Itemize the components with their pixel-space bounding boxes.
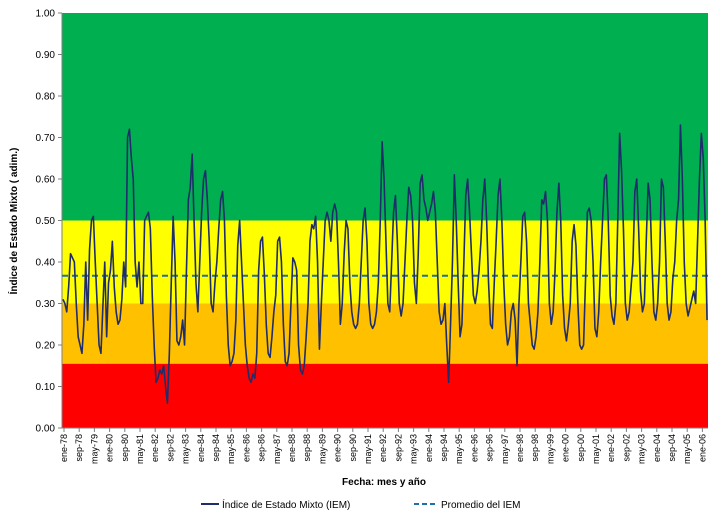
x-tick-label: ene-80	[105, 434, 115, 462]
x-tick-label: may-97	[500, 434, 510, 464]
y-tick-marks	[58, 12, 62, 429]
y-tick-label: 0.50	[36, 216, 56, 227]
y-tick-label: 0.90	[36, 50, 56, 61]
x-tick-label: may-03	[637, 434, 647, 464]
y-tick-labels: 0.00 0.10 0.20 0.30 0.40 0.50 0.60 0.70 0.80 0.90…	[36, 9, 56, 435]
x-tick-label: ene-98	[515, 434, 525, 462]
x-tick-label: ene-82	[150, 434, 160, 462]
x-tick-label: sep-90	[348, 434, 358, 462]
x-tick-label: sep-96	[485, 434, 495, 462]
x-tick-label: ene-92	[378, 434, 388, 462]
x-tick-label: may-85	[226, 434, 236, 464]
x-tick-label: ene-90	[333, 434, 343, 462]
x-tick-label: sep-98	[530, 434, 540, 462]
x-tick-label: may-87	[272, 434, 282, 464]
x-tick-label: sep-00	[576, 434, 586, 462]
y-tick-label: 0.80	[36, 92, 56, 103]
series-iem-line	[62, 124, 708, 404]
y-tick-label: 0.60	[36, 175, 56, 186]
x-tick-label: ene-06	[697, 434, 707, 462]
x-tick-label: sep-86	[257, 434, 267, 462]
x-tick-label: sep-82	[165, 434, 175, 462]
x-tick-label: may-81	[135, 434, 145, 464]
x-tick-label: may-83	[181, 434, 191, 464]
x-tick-label: may-89	[317, 434, 327, 464]
y-tick-label: 1.00	[36, 9, 56, 20]
y-tick-label: 0.00	[36, 424, 56, 435]
x-tick-label: may-99	[545, 434, 555, 464]
x-tick-marks	[63, 428, 703, 432]
band-0	[62, 363, 708, 428]
x-tick-label: sep-92	[393, 434, 403, 462]
x-tick-label: sep-88	[302, 434, 312, 462]
x-tick-label: ene-96	[469, 434, 479, 462]
x-tick-label: may-95	[454, 434, 464, 464]
x-tick-label: ene-88	[287, 434, 297, 462]
x-tick-label: ene-00	[561, 434, 571, 462]
legend: Índice de Estado Mixto (IEM) Promedio de…	[201, 498, 520, 511]
x-tick-label: sep-78	[74, 434, 84, 462]
x-tick-labels: ene-78 sep-78 may-79 ene-80 sep-80 may-81 ene-…	[59, 434, 707, 464]
y-tick-label: 0.70	[36, 133, 56, 144]
y-tick-label: 0.30	[36, 299, 56, 310]
y-tick-label: 0.20	[36, 341, 56, 352]
x-tick-label: sep-04	[667, 434, 677, 462]
x-tick-label: ene-84	[196, 434, 206, 462]
x-tick-label: ene-04	[652, 434, 662, 462]
x-axis-title: Fecha: mes y año	[342, 477, 426, 488]
x-tick-label: may-01	[591, 434, 601, 464]
x-tick-label: sep-02	[621, 434, 631, 462]
x-tick-label: may-93	[409, 434, 419, 464]
x-tick-label: sep-80	[120, 434, 130, 462]
x-tick-label: may-91	[363, 434, 373, 464]
x-tick-label: may-79	[89, 434, 99, 464]
y-tick-label: 0.40	[36, 258, 56, 269]
x-tick-label: may-05	[682, 434, 692, 464]
x-tick-label: ene-94	[424, 434, 434, 462]
y-axis-title: Índice de Estado Mixto ( adim.)	[7, 148, 20, 295]
legend-label-iem: Índice de Estado Mixto (IEM)	[222, 498, 350, 511]
x-tick-label: ene-02	[606, 434, 616, 462]
x-tick-label: ene-78	[59, 434, 69, 462]
y-tick-label: 0.10	[36, 382, 56, 393]
x-tick-label: ene-86	[241, 434, 251, 462]
legend-label-promedio: Promedio del IEM	[441, 500, 520, 511]
x-tick-label: sep-94	[439, 434, 449, 462]
x-tick-label: sep-84	[211, 434, 221, 462]
